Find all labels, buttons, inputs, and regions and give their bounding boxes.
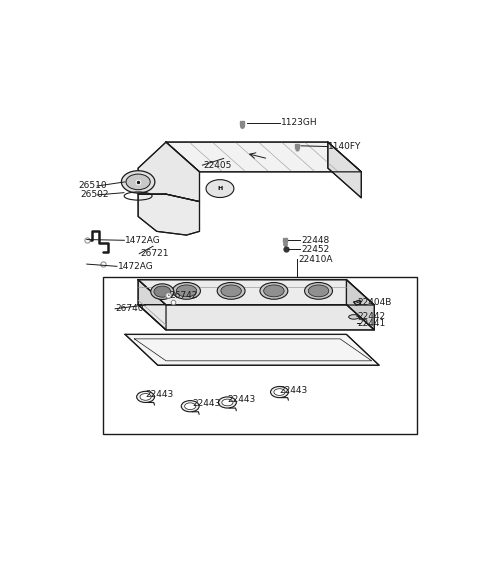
Text: 22441: 22441 bbox=[358, 319, 386, 328]
Polygon shape bbox=[347, 280, 374, 330]
Ellipse shape bbox=[181, 401, 199, 412]
Text: 26740: 26740 bbox=[115, 304, 144, 313]
Text: 22405: 22405 bbox=[203, 161, 231, 170]
Ellipse shape bbox=[217, 282, 245, 300]
Text: 1140FY: 1140FY bbox=[328, 142, 361, 151]
Ellipse shape bbox=[260, 282, 288, 300]
Text: H: H bbox=[217, 186, 223, 191]
Ellipse shape bbox=[151, 284, 174, 300]
Text: 1472AG: 1472AG bbox=[118, 262, 154, 271]
Ellipse shape bbox=[176, 285, 197, 297]
Text: 22442: 22442 bbox=[358, 312, 386, 321]
Ellipse shape bbox=[221, 285, 241, 297]
Ellipse shape bbox=[264, 285, 284, 297]
Ellipse shape bbox=[172, 282, 201, 300]
Ellipse shape bbox=[222, 399, 233, 406]
Ellipse shape bbox=[274, 389, 285, 395]
Polygon shape bbox=[354, 300, 360, 305]
Polygon shape bbox=[138, 305, 374, 330]
Text: 22443: 22443 bbox=[192, 400, 220, 408]
Ellipse shape bbox=[126, 174, 150, 190]
Ellipse shape bbox=[137, 391, 155, 403]
Text: 26502: 26502 bbox=[81, 191, 109, 199]
Text: 22443: 22443 bbox=[145, 390, 174, 399]
Ellipse shape bbox=[271, 386, 288, 397]
Ellipse shape bbox=[140, 393, 151, 400]
Polygon shape bbox=[166, 142, 361, 172]
Polygon shape bbox=[138, 142, 200, 202]
Ellipse shape bbox=[348, 314, 359, 319]
Text: 22452: 22452 bbox=[301, 245, 329, 255]
Ellipse shape bbox=[206, 180, 234, 198]
Ellipse shape bbox=[154, 286, 171, 297]
Polygon shape bbox=[138, 280, 166, 330]
Text: 22443: 22443 bbox=[279, 386, 308, 395]
Bar bbox=[103, 276, 417, 434]
Polygon shape bbox=[138, 280, 374, 305]
Text: 22448: 22448 bbox=[301, 236, 329, 245]
Text: 22404B: 22404B bbox=[358, 298, 392, 307]
Text: 22410A: 22410A bbox=[298, 255, 333, 264]
Text: 1472AG: 1472AG bbox=[125, 236, 161, 245]
Ellipse shape bbox=[121, 170, 155, 193]
Ellipse shape bbox=[308, 285, 329, 297]
Text: 26742: 26742 bbox=[170, 291, 198, 300]
Ellipse shape bbox=[218, 397, 236, 408]
Polygon shape bbox=[138, 194, 200, 235]
Text: 26510: 26510 bbox=[79, 181, 107, 191]
Ellipse shape bbox=[185, 403, 196, 410]
Text: 26721: 26721 bbox=[140, 249, 168, 258]
Polygon shape bbox=[125, 335, 379, 365]
Text: 1123GH: 1123GH bbox=[281, 118, 318, 127]
Text: 22443: 22443 bbox=[228, 395, 256, 404]
Ellipse shape bbox=[305, 282, 333, 300]
Polygon shape bbox=[328, 142, 361, 198]
